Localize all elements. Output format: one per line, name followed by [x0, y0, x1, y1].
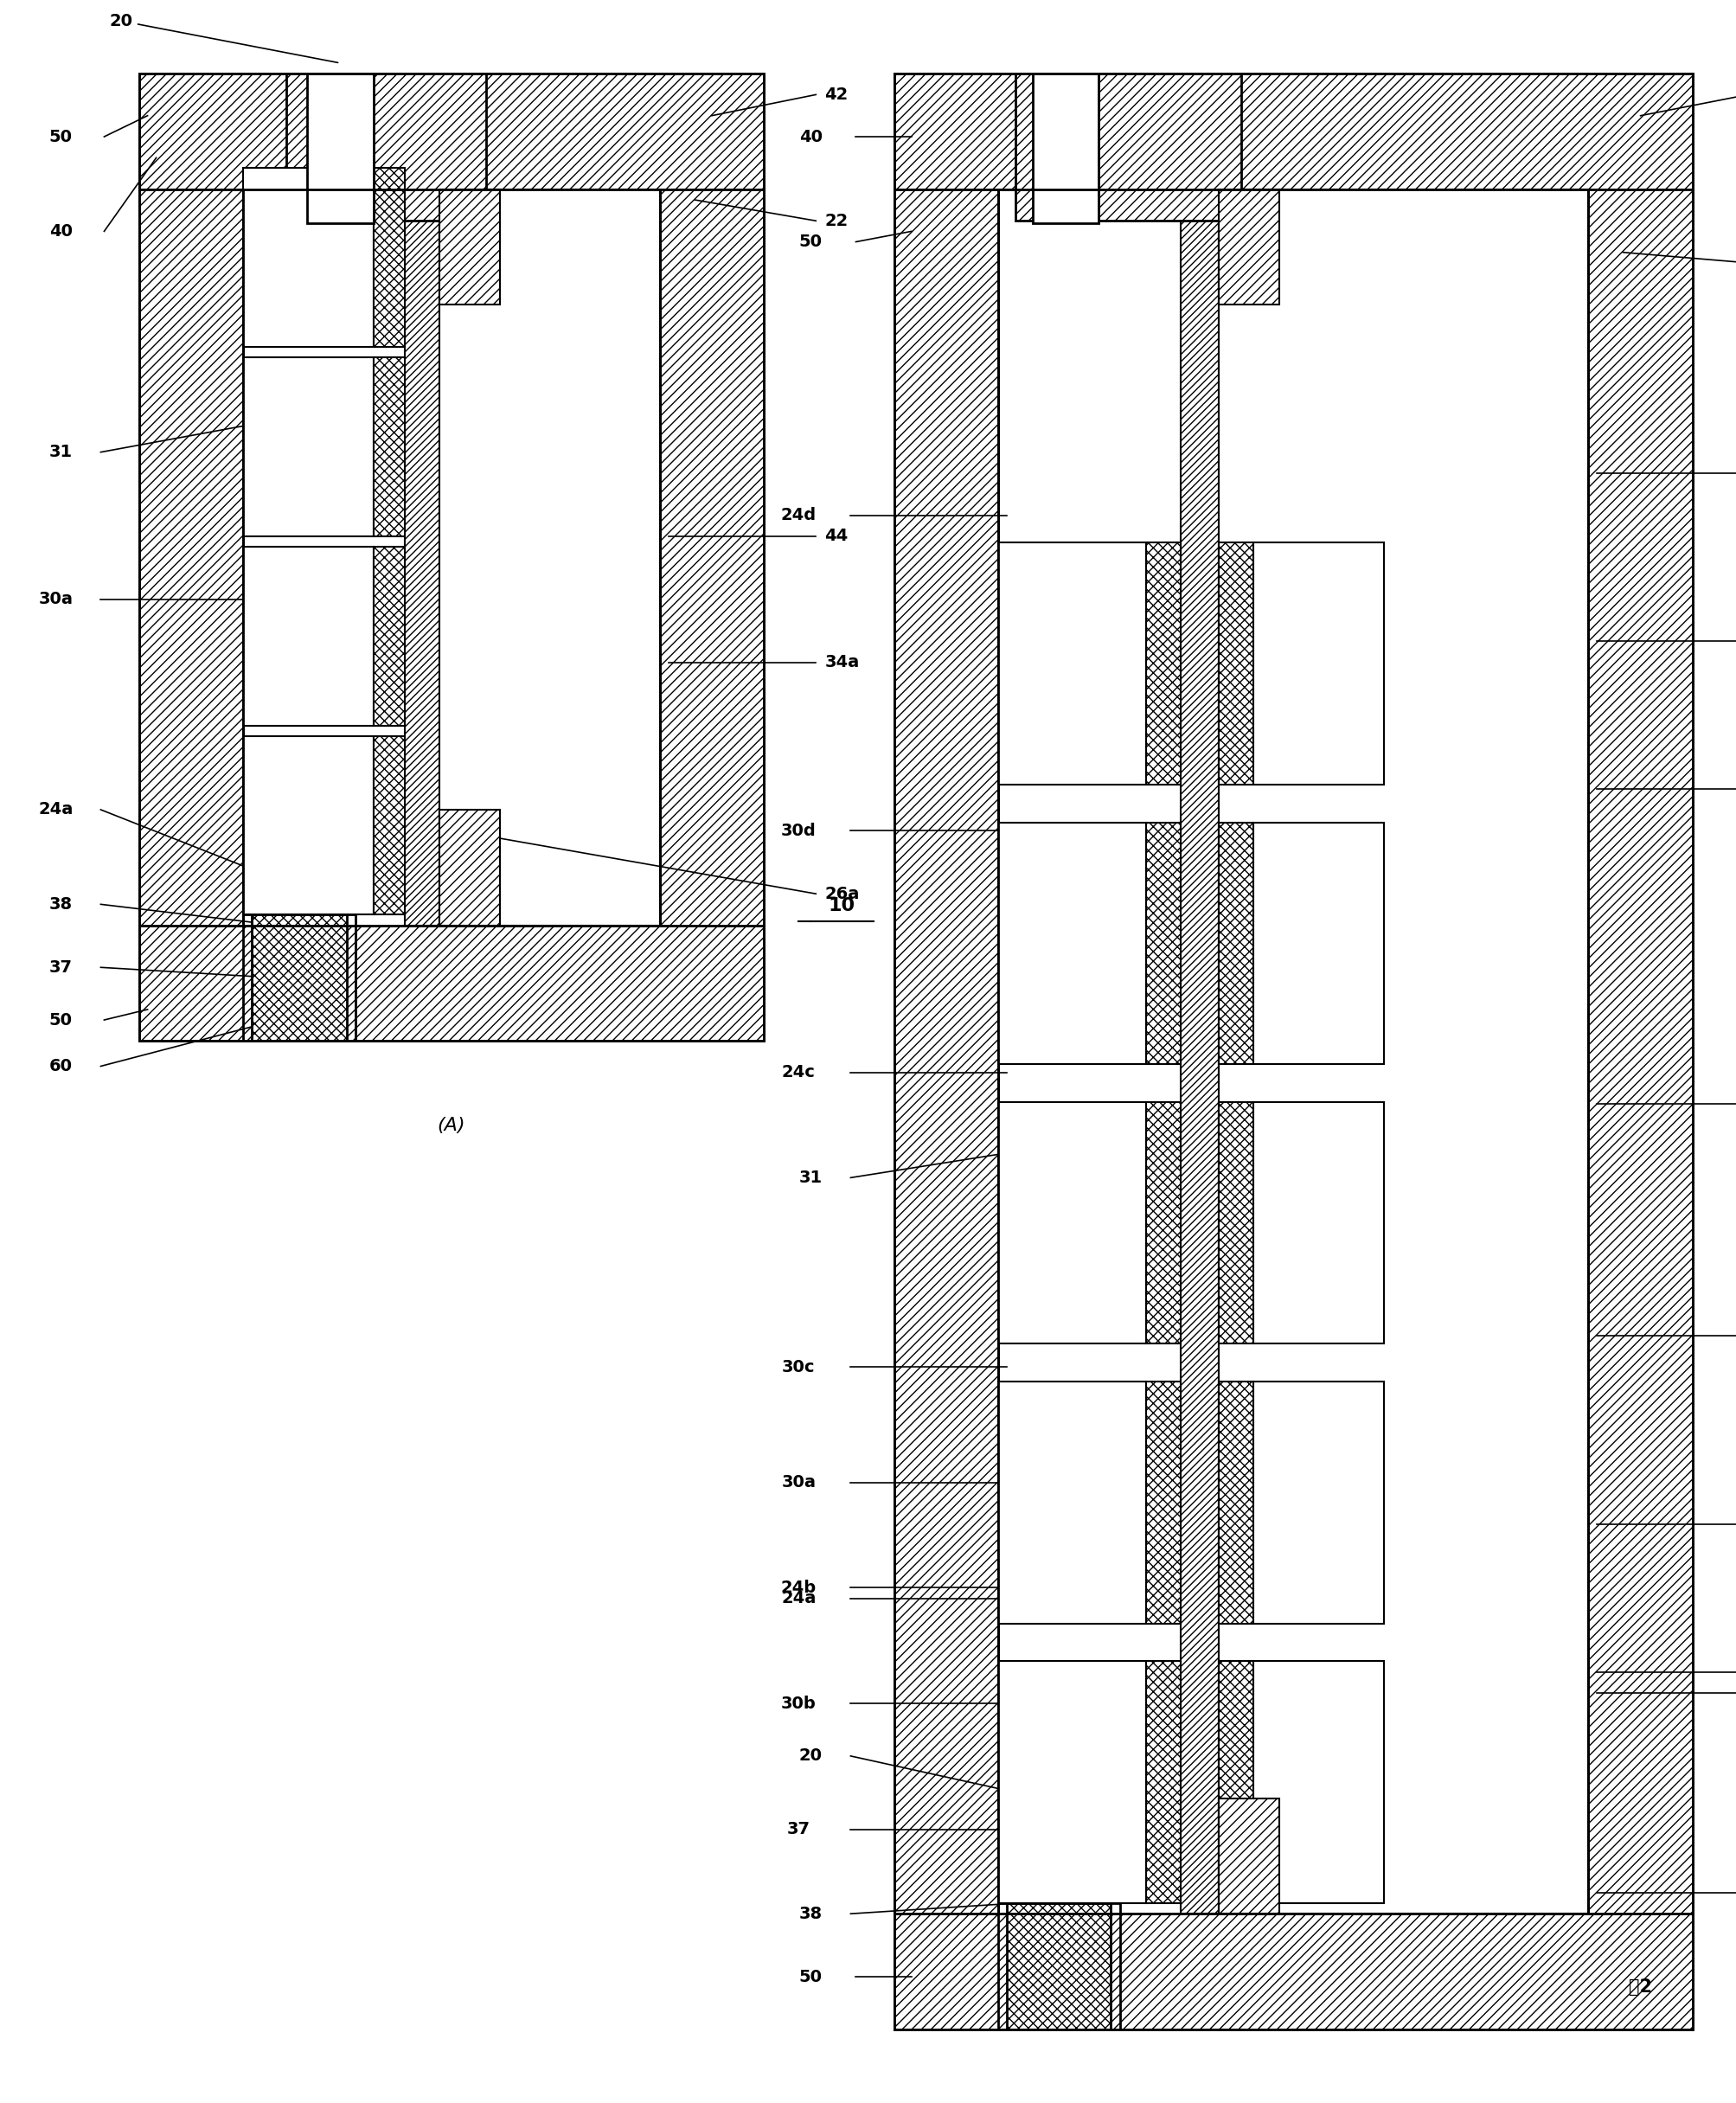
Text: 40: 40 — [49, 223, 73, 240]
Bar — [243, 736, 373, 915]
Bar — [307, 74, 373, 223]
Bar — [139, 74, 764, 189]
Text: 30b: 30b — [781, 1695, 816, 1712]
Bar — [894, 74, 1693, 189]
Bar — [1146, 1102, 1180, 1344]
Bar — [404, 189, 439, 925]
Text: 24b: 24b — [781, 1579, 816, 1596]
Bar — [1033, 74, 1099, 223]
Text: 31: 31 — [49, 444, 73, 461]
Bar — [243, 915, 356, 1041]
Bar — [660, 189, 764, 925]
Text: 44: 44 — [825, 528, 849, 545]
Bar — [243, 189, 660, 925]
Bar — [998, 1903, 1120, 2029]
Bar — [1219, 543, 1253, 784]
Text: 40: 40 — [799, 128, 823, 145]
Text: 30d: 30d — [781, 822, 816, 839]
Text: 30a: 30a — [38, 591, 73, 608]
Bar — [1219, 1798, 1279, 1914]
Text: 50: 50 — [49, 1012, 73, 1028]
Bar — [894, 74, 1693, 2029]
Text: 50: 50 — [799, 233, 823, 250]
Bar — [1253, 1661, 1384, 1903]
Bar — [439, 810, 500, 925]
Bar — [243, 358, 373, 536]
Text: 37: 37 — [786, 1821, 811, 1838]
Text: 38: 38 — [799, 1905, 823, 1922]
Bar — [439, 189, 500, 305]
Bar — [894, 189, 998, 1914]
Text: 24a: 24a — [781, 1590, 816, 1607]
Bar — [139, 189, 243, 925]
Bar — [1588, 189, 1693, 1914]
Text: 37: 37 — [49, 959, 73, 976]
Bar — [404, 189, 439, 925]
Bar — [1180, 189, 1219, 1914]
Text: 20: 20 — [109, 13, 339, 63]
Bar — [1219, 189, 1279, 305]
Bar — [373, 736, 404, 915]
Bar — [1253, 543, 1384, 784]
Bar — [373, 358, 404, 536]
Text: 26a: 26a — [825, 885, 859, 902]
Bar — [998, 822, 1146, 1064]
Bar — [1007, 1903, 1111, 2029]
Bar — [1219, 189, 1588, 1914]
Bar — [1219, 1102, 1253, 1344]
Bar — [373, 168, 404, 347]
Text: 24c: 24c — [781, 1064, 816, 1081]
Bar — [998, 543, 1146, 784]
Bar — [1146, 822, 1180, 1064]
Text: 34a: 34a — [825, 654, 859, 671]
Bar — [1146, 1661, 1180, 1903]
Text: 20: 20 — [799, 1748, 823, 1764]
Text: 30c: 30c — [781, 1359, 816, 1375]
Text: 図2: 図2 — [1628, 1979, 1653, 1996]
Bar — [1253, 822, 1384, 1064]
Bar — [1219, 1661, 1253, 1903]
Bar — [1180, 189, 1219, 1914]
Bar — [243, 168, 373, 347]
Bar — [252, 915, 347, 1041]
Text: 31: 31 — [799, 1169, 823, 1186]
Bar — [286, 74, 486, 221]
Text: (A): (A) — [437, 1117, 465, 1134]
Text: 50: 50 — [799, 1968, 823, 1985]
Bar — [998, 1102, 1146, 1344]
Bar — [998, 189, 1588, 1914]
Text: 30a: 30a — [781, 1474, 816, 1491]
Bar — [139, 74, 764, 1041]
Bar — [998, 1382, 1146, 1624]
Bar — [1146, 1382, 1180, 1624]
Text: 42: 42 — [825, 86, 849, 103]
Text: 50: 50 — [49, 128, 73, 145]
Text: 38: 38 — [49, 896, 73, 913]
Bar — [1253, 1382, 1384, 1624]
Bar — [439, 189, 660, 925]
Bar — [1146, 543, 1180, 784]
Bar — [998, 1661, 1146, 1903]
Text: 10: 10 — [828, 898, 856, 915]
Bar — [894, 1914, 1693, 2029]
Bar — [1219, 1382, 1253, 1624]
Bar — [1253, 1102, 1384, 1344]
Text: 22: 22 — [825, 212, 849, 229]
Text: 60: 60 — [49, 1058, 73, 1075]
Bar — [1219, 822, 1253, 1064]
Bar — [1016, 74, 1241, 221]
Bar — [243, 547, 373, 726]
Text: 24a: 24a — [38, 801, 73, 818]
Bar — [373, 547, 404, 726]
Text: 24d: 24d — [781, 507, 816, 524]
Bar — [139, 925, 764, 1041]
